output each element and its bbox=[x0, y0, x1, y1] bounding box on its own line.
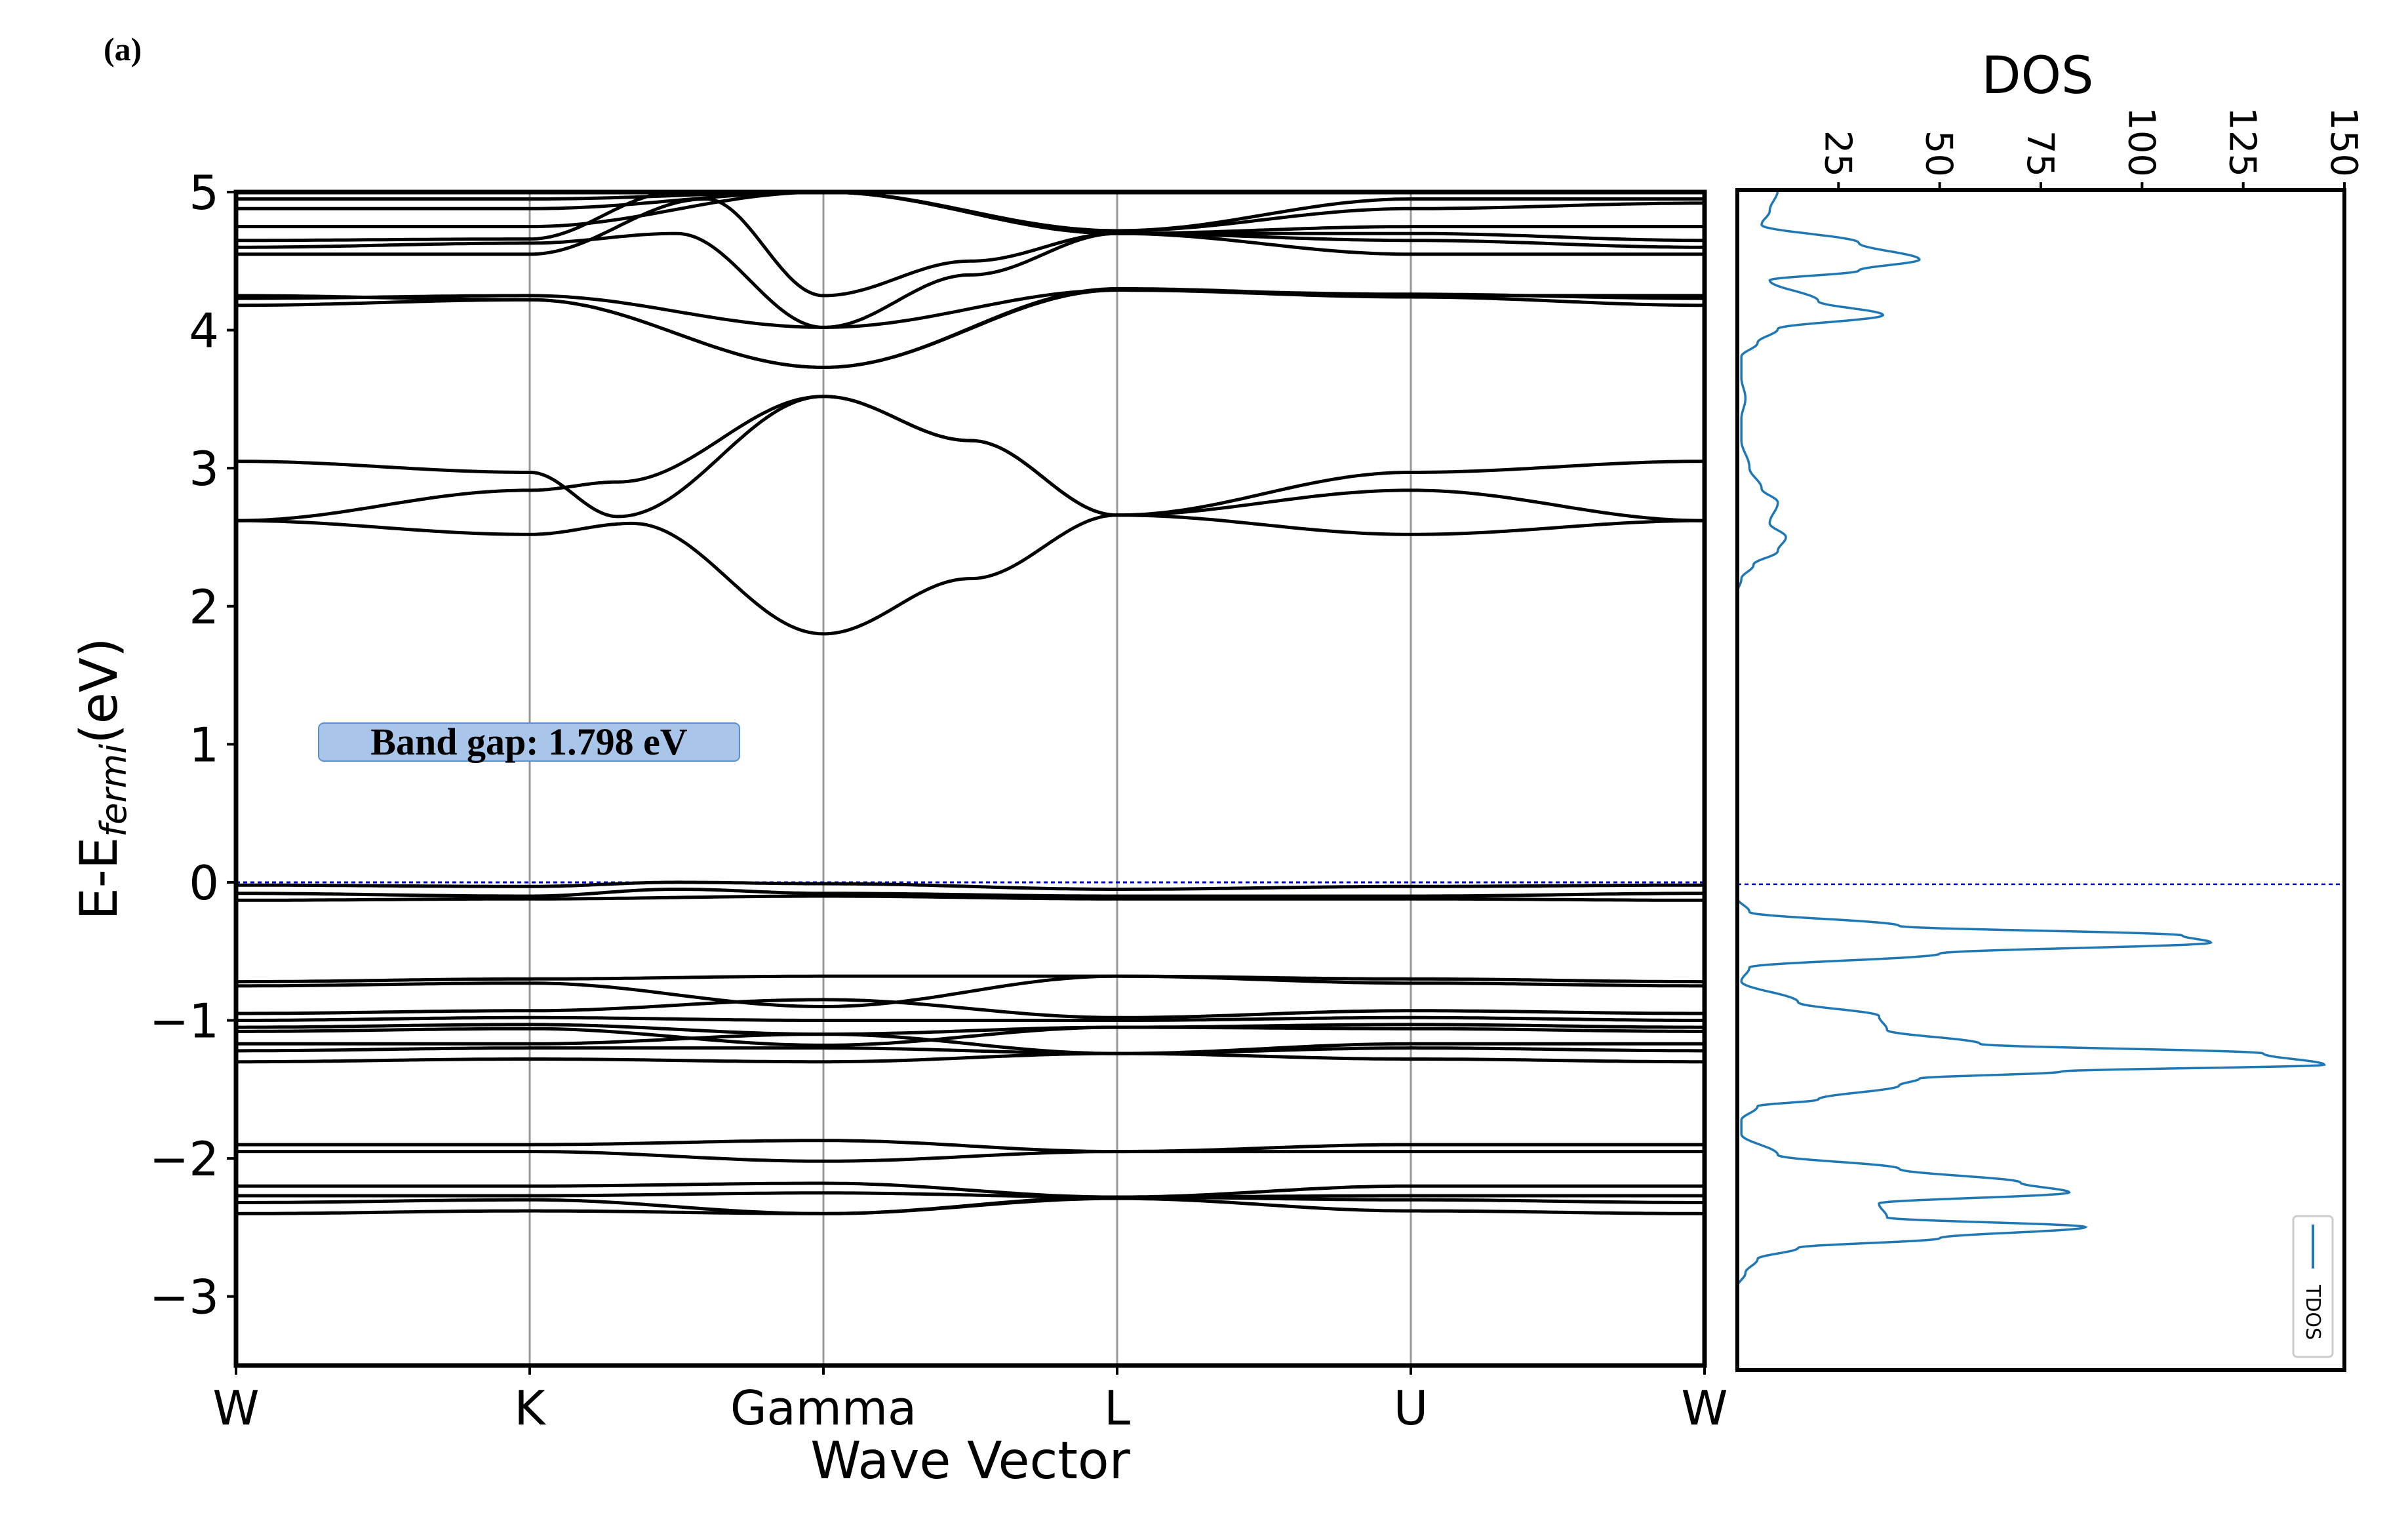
band-line-c2 bbox=[235, 395, 1705, 522]
band-line-v15 bbox=[236, 1181, 1705, 1199]
band-x-axis-title: Wave Vector bbox=[810, 1432, 1130, 1491]
dos-chart: 25 50 75 100 125 150 DOS TDOS bbox=[1735, 47, 2365, 1372]
legend-label: TDOS bbox=[2301, 1284, 2324, 1340]
dos-x-tick-label: 125 bbox=[2221, 107, 2264, 177]
band-line-c6 bbox=[235, 286, 1705, 369]
band-line-c1 bbox=[236, 513, 1705, 636]
y-tick-label: 4 bbox=[189, 304, 219, 359]
x-tick-label: Gamma bbox=[730, 1381, 917, 1436]
y-tick-label: −1 bbox=[149, 994, 219, 1049]
y-tick-label: −2 bbox=[149, 1131, 219, 1187]
dos-x-tick-label: 100 bbox=[2120, 107, 2162, 177]
band-gap-annotation: Band gap: 1.798 eV bbox=[318, 720, 740, 763]
band-line-v7 bbox=[236, 1015, 1705, 1022]
annotation-box bbox=[318, 722, 740, 762]
y-tick-label: −3 bbox=[149, 1270, 219, 1325]
y-tick-label: 3 bbox=[189, 441, 219, 496]
band-line-v6 bbox=[236, 998, 1705, 1019]
band-line-v9 bbox=[236, 1025, 1705, 1047]
x-tick-label: L bbox=[1104, 1381, 1130, 1436]
band-plot-frame bbox=[233, 189, 1707, 1368]
band-line-v4 bbox=[236, 974, 1705, 984]
band-structure-chart: −3 −2 −1 0 1 2 3 4 5 W K Gamma L U W Wave Vector E-Ef… bbox=[70, 165, 1728, 1491]
dos-legend: TDOS bbox=[2292, 1215, 2334, 1358]
band-line-v13 bbox=[236, 1139, 1705, 1154]
band-line-v14 bbox=[236, 1150, 1705, 1163]
band-line-c12 bbox=[236, 190, 1705, 233]
band-lines bbox=[235, 190, 1705, 1215]
band-y-ticks: −3 −2 −1 0 1 2 3 4 5 bbox=[149, 165, 236, 1325]
y-tick-label: 0 bbox=[189, 855, 219, 911]
band-line-v3 bbox=[236, 894, 1705, 902]
tdos-curve bbox=[1736, 190, 2326, 1287]
band-line-v5 bbox=[236, 974, 1705, 1009]
band-line-v16 bbox=[236, 1191, 1705, 1199]
x-tick-label: K bbox=[514, 1381, 546, 1436]
kpoint-gridlines bbox=[528, 192, 1412, 1366]
band-line-v1 bbox=[236, 880, 1705, 891]
band-line-v18 bbox=[235, 1196, 1705, 1215]
dos-title: DOS bbox=[1982, 47, 2094, 106]
y-tick-label: 5 bbox=[189, 165, 219, 220]
band-line-v10 bbox=[236, 1032, 1705, 1055]
band-line-c8 bbox=[236, 231, 1705, 329]
dos-x-tick-label: 75 bbox=[2019, 130, 2061, 177]
dos-plot-frame bbox=[1735, 188, 2346, 1372]
legend-box bbox=[2292, 1215, 2334, 1358]
dos-x-ticks: 25 50 75 100 125 150 bbox=[1816, 107, 2365, 190]
band-y-axis-title: E-Efermi(eV) bbox=[70, 638, 134, 920]
band-line-v11 bbox=[236, 1046, 1705, 1055]
y-tick-label: 1 bbox=[189, 717, 219, 772]
band-line-v8 bbox=[236, 1023, 1705, 1036]
y-tick-label: 2 bbox=[189, 580, 219, 635]
x-tick-label: U bbox=[1394, 1381, 1429, 1436]
ylabel-subscript: fermi bbox=[93, 744, 134, 837]
band-line-c3 bbox=[235, 395, 1705, 519]
ylabel-unit: (eV) bbox=[70, 638, 129, 744]
x-tick-label: W bbox=[1681, 1381, 1727, 1436]
ylabel-main: E-E bbox=[70, 837, 129, 920]
annotation-text: Band gap: 1.798 eV bbox=[370, 720, 688, 763]
band-x-ticks: W K Gamma L U W bbox=[212, 1366, 1728, 1436]
band-line-v2 bbox=[236, 888, 1705, 898]
dos-x-tick-label: 50 bbox=[1918, 130, 1960, 177]
band-line-v12 bbox=[236, 1051, 1705, 1064]
band-line-c7 bbox=[236, 197, 1705, 298]
x-tick-label: W bbox=[212, 1381, 259, 1436]
dos-x-tick-label: 25 bbox=[1816, 130, 1859, 177]
panel-label: (a) bbox=[104, 31, 142, 68]
dos-x-tick-label: 150 bbox=[2322, 107, 2365, 177]
